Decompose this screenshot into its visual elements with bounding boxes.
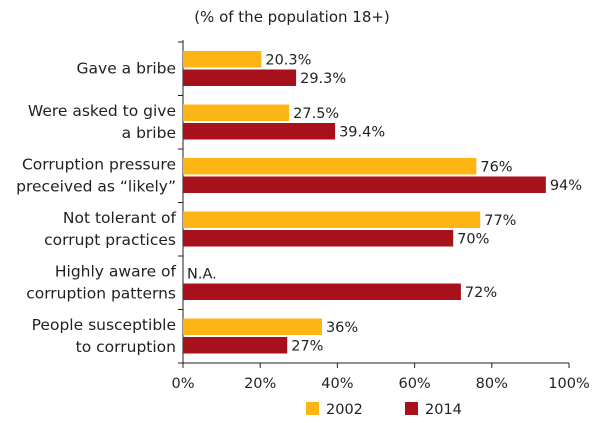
data-label: 27% (291, 339, 323, 355)
category-label: Were asked to give a bribe (28, 102, 176, 142)
legend: 2002 2014 (306, 402, 462, 418)
data-label: N.A. (187, 267, 217, 283)
data-label: 20.3% (265, 53, 311, 69)
data-label: 77% (484, 213, 516, 229)
data-label: 94% (550, 178, 582, 194)
category-label-line: People susceptible (32, 316, 176, 334)
x-axis: 0% 20% 40% 60% 80% 100% (171, 362, 590, 392)
legend-swatch-2002 (306, 402, 319, 415)
bar-2014 (183, 337, 288, 354)
x-tick-label: 20% (244, 376, 276, 392)
category-label-line: to corruption (76, 338, 176, 356)
category-label-line: a bribe (122, 124, 176, 142)
plot-area: Gave a bribe 20.3% 29.3% Were asked to give… (16, 40, 582, 364)
data-label: 72% (465, 285, 497, 301)
x-tick-label: 40% (321, 376, 353, 392)
legend-label: 2014 (425, 402, 462, 418)
x-tick-label: 60% (398, 376, 430, 392)
category-label-line: Not tolerant of (63, 209, 177, 227)
category-label-line: corruption patterns (26, 285, 176, 303)
bar-2014 (183, 176, 546, 193)
data-label: 27.5% (293, 106, 339, 122)
category-label-line: Were asked to give (28, 102, 176, 120)
category-label-line: corrupt practices (44, 231, 176, 249)
bar-2002 (183, 51, 262, 68)
bar-2014 (183, 283, 461, 300)
category-label: Highly aware of corruption patterns (26, 263, 176, 303)
x-tick-label: 0% (171, 376, 194, 392)
bar-2014 (183, 123, 336, 140)
chart-subtitle: (% of the population 18+) (194, 8, 390, 26)
x-tick-label: 80% (476, 376, 508, 392)
bar-2002 (183, 104, 290, 121)
legend-label: 2002 (326, 402, 363, 418)
bar-2014 (183, 230, 454, 247)
legend-swatch-2014 (405, 402, 418, 415)
data-label: 29.3% (300, 71, 346, 87)
category-label-line: Corruption pressure (22, 156, 176, 174)
data-label: 70% (457, 232, 489, 248)
category-label: People susceptible to corruption (32, 316, 176, 356)
data-label: 39.4% (339, 125, 385, 141)
category-label: Gave a bribe (77, 60, 176, 78)
bar-2002 (183, 158, 477, 175)
x-tick-label: 100% (548, 376, 589, 392)
category-label: Not tolerant of corrupt practices (44, 209, 176, 249)
category-label-line: preceived as “likely” (16, 178, 176, 196)
bar-2014 (183, 69, 297, 86)
category-label-line: Highly aware of (55, 263, 177, 281)
data-label: 76% (480, 160, 512, 176)
data-label: 36% (326, 320, 358, 336)
category-label: Corruption pressure preceived as “likely” (16, 156, 176, 196)
bar-2002 (183, 211, 481, 228)
bar-2002 (183, 318, 322, 335)
